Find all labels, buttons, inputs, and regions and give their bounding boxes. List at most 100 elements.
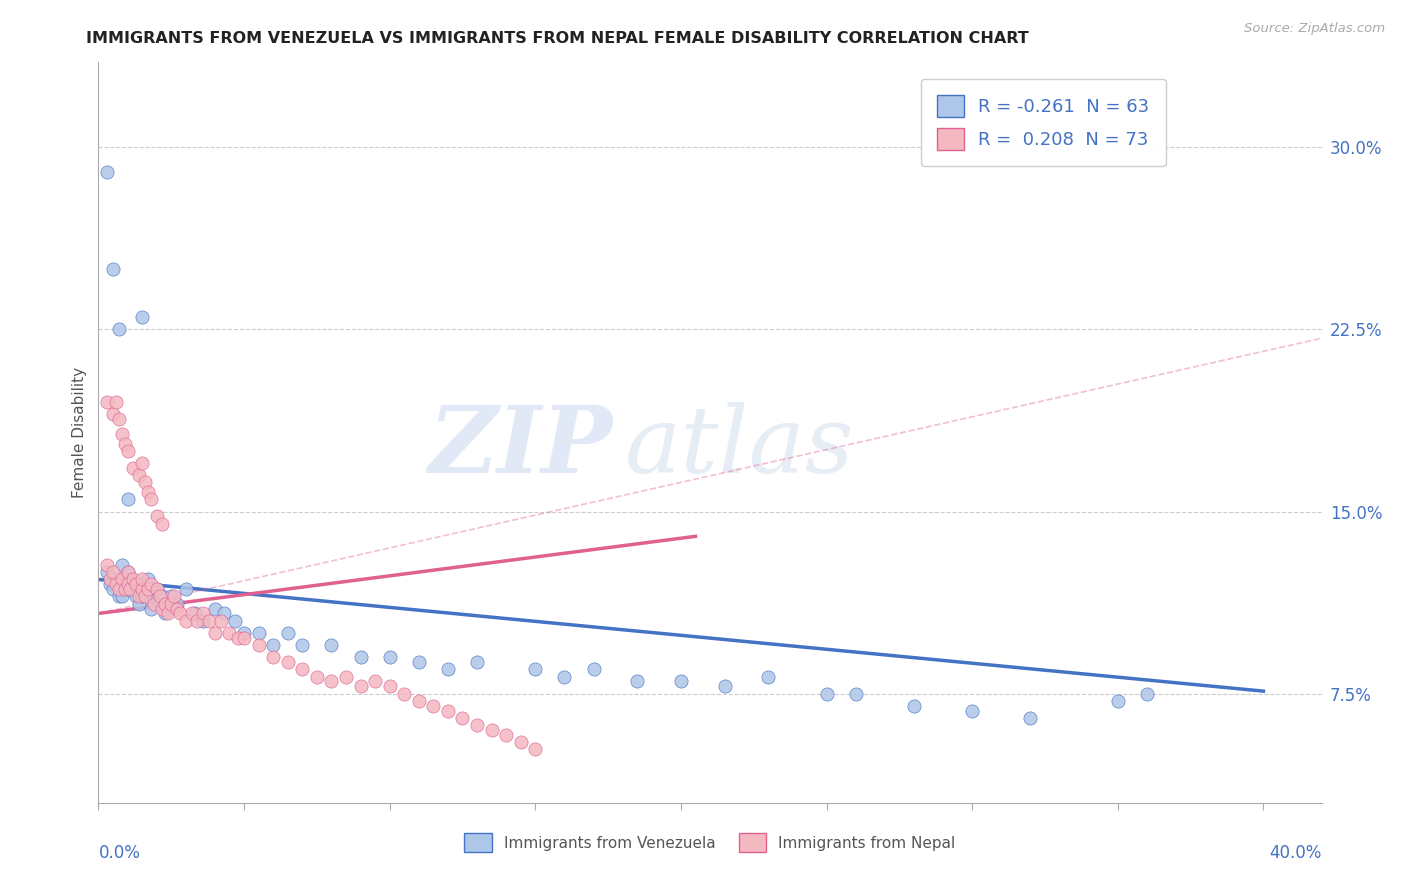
Point [136,573,159,587]
Point [204,601,226,615]
Point [145,582,167,597]
Point [122,577,145,591]
Point [291,638,314,652]
Point [465,718,488,732]
Point [349,650,371,665]
Point [335,669,357,683]
Point [247,626,270,640]
Point [131,590,153,604]
Point [845,687,868,701]
Point [125,582,148,597]
Point [128,590,150,604]
Point [305,669,328,683]
Point [1107,694,1129,708]
Point [117,565,139,579]
Point [111,590,134,604]
Point [481,723,503,737]
Point [98,577,121,591]
Point [125,577,148,591]
Point [321,674,343,689]
Point [155,607,177,621]
Point [422,698,444,713]
Point [149,597,172,611]
Point [183,607,205,621]
Point [392,687,416,701]
Text: atlas: atlas [624,402,853,492]
Point [131,577,153,591]
Point [117,565,139,579]
Point [131,456,153,470]
Point [114,577,136,591]
Point [247,638,270,652]
Point [149,590,172,604]
Point [114,582,136,597]
Point [166,597,188,611]
Point [120,573,142,587]
Point [104,577,127,591]
Point [465,655,488,669]
Point [960,704,983,718]
Point [128,468,150,483]
Point [212,607,235,621]
Point [108,322,131,336]
Point [233,631,256,645]
Point [155,597,177,611]
Point [111,426,134,441]
Text: IMMIGRANTS FROM VENEZUELA VS IMMIGRANTS FROM NEPAL FEMALE DISABILITY CORRELATION: IMMIGRANTS FROM VENEZUELA VS IMMIGRANTS … [86,31,1029,46]
Point [378,650,401,665]
Point [136,485,159,500]
Point [166,601,188,615]
Point [163,590,186,604]
Point [349,679,371,693]
Point [120,582,142,597]
Point [157,607,180,621]
Point [364,674,387,689]
Point [224,614,246,628]
Point [104,573,127,587]
Y-axis label: Female Disability: Female Disability [72,367,87,499]
Point [903,698,925,713]
Point [131,310,153,325]
Point [104,395,127,409]
Point [160,597,183,611]
Point [437,704,460,718]
Point [96,558,118,572]
Point [139,601,162,615]
Point [1019,711,1042,725]
Text: ZIP: ZIP [427,402,612,492]
Point [180,607,202,621]
Point [408,655,430,669]
Point [209,614,232,628]
Point [96,395,118,409]
Point [145,509,167,524]
Point [198,614,221,628]
Legend: Immigrants from Venezuela, Immigrants from Nepal: Immigrants from Venezuela, Immigrants fr… [458,827,962,858]
Point [262,638,284,652]
Point [114,436,136,450]
Point [128,597,150,611]
Point [291,662,314,676]
Point [111,558,134,572]
Point [169,607,191,621]
Point [101,582,124,597]
Point [108,582,131,597]
Point [134,582,156,597]
Point [378,679,401,693]
Point [174,614,197,628]
Point [117,492,139,507]
Point [495,728,517,742]
Point [145,582,167,597]
Point [101,261,124,276]
Point [524,742,547,756]
Point [262,650,284,665]
Point [626,674,648,689]
Point [193,607,215,621]
Point [117,577,139,591]
Point [142,590,165,604]
Point [101,565,124,579]
Point [524,662,547,676]
Point [713,679,735,693]
Point [122,460,145,475]
Point [139,492,162,507]
Point [160,590,183,604]
